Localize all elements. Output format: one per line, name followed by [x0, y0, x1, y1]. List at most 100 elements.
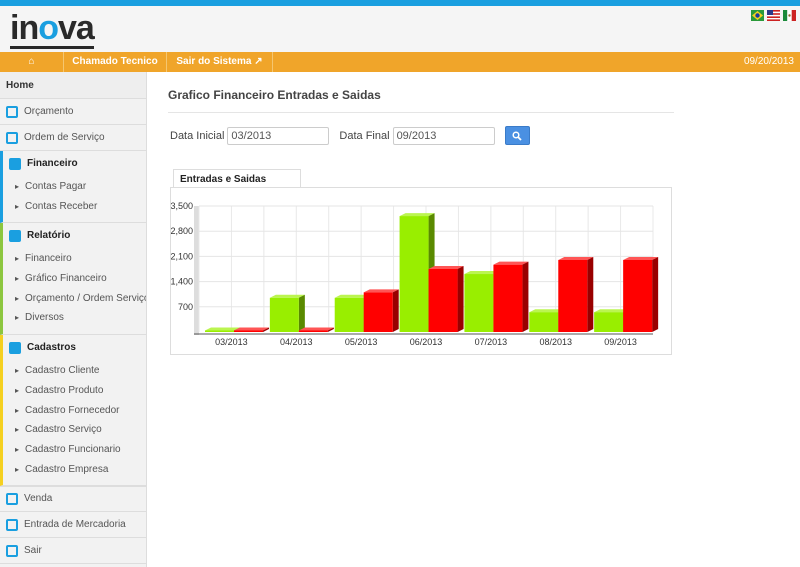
- x-tick-label: 05/2013: [345, 337, 378, 347]
- bar: [623, 260, 653, 332]
- bar-top: [558, 257, 594, 260]
- bar-top: [363, 289, 399, 293]
- sidebar-subitem[interactable]: Cadastro Empresa: [3, 460, 146, 480]
- logo[interactable]: inova: [10, 9, 95, 49]
- data-inicial-input[interactable]: [227, 126, 330, 145]
- sidebar-item-orcamento[interactable]: Orçamento: [0, 99, 146, 125]
- bar-side: [263, 327, 269, 332]
- sidebar-subitem[interactable]: Cadastro Cliente: [3, 361, 146, 381]
- bar-chart: 700 1,400 2,100 2,800 3,500 03/2013 04/2013 05/…: [170, 201, 659, 347]
- bar-top: [269, 294, 305, 298]
- sidebar-subitem[interactable]: Diversos: [3, 308, 146, 328]
- sidebar-item-label: Venda: [24, 493, 53, 505]
- bar-side: [652, 257, 659, 332]
- y-axis-wall: [194, 206, 199, 335]
- chart-doc-icon: [6, 131, 18, 144]
- sidebar-item-label: Orçamento: [24, 105, 74, 117]
- bar-top: [493, 261, 529, 265]
- sidebar-subitem[interactable]: Cadastro Fornecedor: [3, 401, 146, 421]
- bar: [399, 216, 429, 332]
- brazil-flag-icon[interactable]: [751, 10, 764, 21]
- search-button[interactable]: [504, 126, 530, 145]
- y-tick-label: 3,500: [171, 201, 193, 211]
- bar: [234, 330, 263, 332]
- date-filters: Data Inicial Data Final: [170, 126, 530, 145]
- nav-sair-do-sistema[interactable]: Sair do Sistema ↗: [167, 52, 273, 72]
- enter-icon: [6, 518, 18, 531]
- nav-chamado-tecnico[interactable]: Chamado Tecnico: [64, 52, 167, 72]
- sidebar-home[interactable]: Home: [0, 72, 146, 99]
- sidebar-section-label: Cadastros: [27, 342, 76, 354]
- sidebar-section-header[interactable]: Financeiro: [3, 151, 146, 177]
- bar-top: [464, 271, 500, 275]
- sidebar-item-sair[interactable]: Sair: [0, 538, 146, 565]
- bar-side: [587, 257, 594, 332]
- sidebar-subitem[interactable]: Orçamento / Ordem Serviço: [3, 289, 146, 309]
- bar-top: [428, 266, 464, 269]
- sidebar-section-1: Relatório FinanceiroGráfico FinanceiroOrç…: [0, 223, 146, 336]
- sidebar-subitem[interactable]: Contas Receber: [3, 197, 146, 217]
- bar-side: [298, 294, 305, 332]
- y-tick-label: 2,100: [171, 251, 193, 261]
- sidebar-section-label: Financeiro: [27, 158, 78, 169]
- data-final-input[interactable]: [392, 126, 495, 145]
- bar: [594, 312, 624, 332]
- sidebar-section-2: Cadastros Cadastro ClienteCadastro Produt…: [0, 335, 146, 487]
- x-tick-label: 03/2013: [215, 337, 248, 347]
- x-tick-label: 07/2013: [475, 337, 508, 347]
- bar-side: [522, 261, 529, 332]
- y-tick-label: 2,800: [171, 226, 193, 236]
- exit-icon: [6, 544, 18, 557]
- usa-flag-icon[interactable]: [767, 10, 780, 21]
- top-nav: ⌂ Chamado Tecnico Sair do Sistema ↗ 09/2…: [0, 52, 800, 72]
- home-icon[interactable]: ⌂: [0, 52, 64, 72]
- tab-entradas-saidas[interactable]: Entradas e Saidas: [173, 169, 301, 187]
- x-tick-label: 09/2013: [604, 337, 637, 347]
- sidebar-section-header[interactable]: Relatório: [3, 223, 146, 249]
- data-inicial-label: Data Inicial: [170, 129, 225, 142]
- bar-top: [298, 327, 334, 331]
- bar: [464, 274, 494, 332]
- bar-top: [594, 309, 630, 313]
- mexico-flag-icon[interactable]: [783, 10, 796, 21]
- bar-top: [234, 327, 269, 331]
- x-tick-label: 06/2013: [410, 337, 443, 347]
- bar: [269, 297, 299, 332]
- bar-side: [457, 266, 464, 332]
- current-date: 09/20/2013: [743, 56, 794, 67]
- sidebar-item-entrada-mercadoria[interactable]: Entrada de Mercadoria: [0, 512, 146, 539]
- bar-top: [529, 309, 565, 313]
- x-tick-label: 08/2013: [539, 337, 572, 347]
- bar: [558, 260, 588, 332]
- sidebar-section-0: Financeiro Contas PagarContas Receber: [0, 151, 146, 224]
- bar: [428, 269, 458, 332]
- y-tick-label: 700: [178, 302, 193, 312]
- bar: [298, 330, 328, 332]
- sidebar-item-label: Entrada de Mercadoria: [24, 518, 126, 530]
- sidebar-subitem[interactable]: Contas Pagar: [3, 177, 146, 197]
- bar: [493, 264, 523, 332]
- sidebar-subitem[interactable]: Gráfico Financeiro: [3, 269, 146, 289]
- sidebar-item-ordem-servico[interactable]: Ordem de Serviço: [0, 125, 146, 151]
- sidebar-item-label: Sair: [24, 544, 42, 556]
- top-accent-bar: [0, 0, 800, 6]
- sidebar-subitem[interactable]: Financeiro: [3, 249, 146, 269]
- sidebar-item-venda[interactable]: Venda: [0, 486, 146, 513]
- nav-label: Sair do Sistema: [176, 56, 252, 67]
- bar-top: [205, 327, 240, 331]
- sidebar-section-label: Relatório: [27, 230, 71, 242]
- sidebar-subitem[interactable]: Cadastro Produto: [3, 381, 146, 401]
- sidebar-section-header[interactable]: Cadastros: [3, 335, 146, 361]
- data-final-label: Data Final: [339, 129, 390, 142]
- bar-side: [392, 289, 399, 332]
- bar: [205, 330, 234, 332]
- x-tick-label: 04/2013: [280, 337, 313, 347]
- sidebar-subitem[interactable]: Cadastro Funcionario: [3, 440, 146, 460]
- chart-panel: 700 1,400 2,100 2,800 3,500 03/2013 04/2013 05/…: [170, 187, 672, 355]
- bar-side: [327, 327, 334, 332]
- sidebar: Home Orçamento Ordem de Serviço Financei…: [0, 72, 147, 567]
- sidebar-subitem[interactable]: Cadastro Serviço: [3, 420, 146, 440]
- bar: [529, 312, 559, 332]
- bar-top: [334, 294, 370, 298]
- bar-top: [623, 257, 659, 260]
